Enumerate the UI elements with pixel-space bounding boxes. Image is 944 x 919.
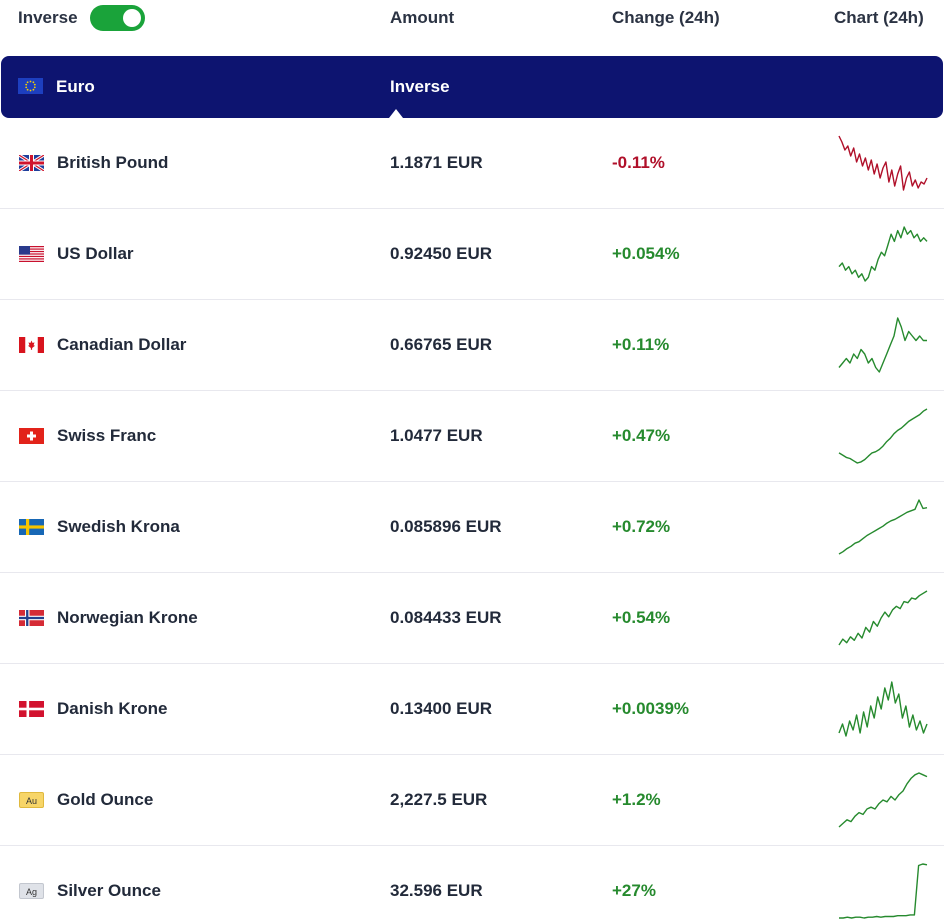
currency-amount: 0.13400 EUR: [390, 699, 493, 718]
column-header-chart: Chart (24h): [834, 8, 924, 27]
us-flag-icon: [19, 246, 44, 262]
inverse-column-label[interactable]: Inverse: [390, 77, 450, 96]
currency-list: British Pound 1.1871 EUR -0.11% US Dollar 0.…: [0, 118, 944, 919]
sparkline-series: [838, 499, 928, 555]
currency-name: US Dollar: [57, 244, 134, 263]
currency-row[interactable]: British Pound 1.1871 EUR -0.11%: [0, 118, 944, 209]
currency-row[interactable]: Canadian Dollar 0.66765 EUR +0.11%: [0, 300, 944, 391]
gold-ounce-icon-badge: Au: [19, 792, 44, 808]
change-24h: +0.0039%: [612, 699, 690, 718]
sparkline-chart: [838, 403, 928, 472]
inverse-toggle[interactable]: [90, 5, 145, 31]
sparkline-chart: [838, 585, 928, 654]
currency-amount: 0.084433 EUR: [390, 608, 502, 627]
currency-name: British Pound: [57, 153, 169, 172]
sparkline-chart: [838, 858, 928, 919]
eu-flag-icon: [18, 78, 43, 94]
currency-amount: 1.0477 EUR: [390, 426, 483, 445]
currency-row[interactable]: Swiss Franc 1.0477 EUR +0.47%: [0, 391, 944, 482]
base-currency-selector[interactable]: Euro: [56, 77, 95, 96]
currency-row[interactable]: Danish Krone 0.13400 EUR +0.0039%: [0, 664, 944, 755]
change-24h: +0.47%: [612, 426, 671, 445]
silver-ounce-icon: Ag: [19, 883, 44, 899]
sparkline-chart: [838, 130, 928, 199]
gold-ounce-icon: Au: [19, 792, 44, 808]
column-header-change: Change (24h): [612, 8, 720, 27]
sparkline-series: [838, 135, 928, 191]
change-24h: +27%: [612, 881, 656, 900]
se-flag-icon: [19, 519, 44, 535]
currency-row[interactable]: Norwegian Krone 0.084433 EUR +0.54%: [0, 573, 944, 664]
sparkline-chart: [838, 221, 928, 290]
currency-amount: 1.1871 EUR: [390, 153, 483, 172]
sparkline-series: [838, 226, 928, 282]
change-24h: +0.72%: [612, 517, 671, 536]
currency-name: Swedish Krona: [57, 517, 180, 536]
change-24h: -0.11%: [612, 153, 665, 172]
change-24h: +1.2%: [612, 790, 661, 809]
column-header-amount: Amount: [390, 8, 455, 27]
sparkline-series: [838, 317, 927, 373]
currency-row[interactable]: US Dollar 0.92450 EUR +0.054%: [0, 209, 944, 300]
currency-name: Swiss Franc: [57, 426, 157, 445]
currency-name: Norwegian Krone: [57, 608, 198, 627]
base-currency-row: Euro Inverse: [1, 56, 943, 118]
currency-amount: 0.085896 EUR: [390, 517, 502, 536]
sparkline-series: [838, 772, 928, 828]
currency-amount: 32.596 EUR: [390, 881, 483, 900]
currency-name: Canadian Dollar: [57, 335, 187, 354]
ch-flag-icon: [19, 428, 44, 444]
sparkline-series: [838, 590, 928, 646]
currency-amount: 2,227.5 EUR: [390, 790, 488, 809]
sparkline-chart: [838, 676, 928, 745]
currency-row[interactable]: Au Gold Ounce 2,227.5 EUR +1.2%: [0, 755, 944, 846]
change-24h: +0.11%: [612, 335, 670, 354]
silver-ounce-icon-badge: Ag: [19, 883, 44, 899]
table-header: Inverse Amount Change (24h) Chart (24h): [0, 0, 944, 36]
sparkline-chart: [838, 312, 928, 381]
ca-flag-icon: [19, 337, 44, 353]
currency-amount: 0.92450 EUR: [390, 244, 493, 263]
uk-flag-icon: [19, 155, 44, 171]
currency-amount: 0.66765 EUR: [390, 335, 493, 354]
currency-name: Gold Ounce: [57, 790, 154, 809]
currency-row[interactable]: Ag Silver Ounce 32.596 EUR +27%: [0, 846, 944, 919]
currency-name: Silver Ounce: [57, 881, 161, 900]
sparkline-chart: [838, 767, 928, 836]
sparkline-chart: [838, 494, 928, 563]
sparkline-series: [839, 863, 928, 919]
dk-flag-icon: [19, 701, 44, 717]
change-24h: +0.54%: [612, 608, 671, 627]
caret-up-icon: [389, 109, 403, 118]
sparkline-series: [838, 681, 928, 737]
currency-name: Danish Krone: [57, 699, 168, 718]
no-flag-icon: [19, 610, 44, 626]
toggle-knob: [123, 9, 141, 27]
inverse-label: Inverse: [18, 8, 78, 27]
currency-row[interactable]: Swedish Krona 0.085896 EUR +0.72%: [0, 482, 944, 573]
change-24h: +0.054%: [612, 244, 680, 263]
sparkline-series: [838, 408, 928, 464]
